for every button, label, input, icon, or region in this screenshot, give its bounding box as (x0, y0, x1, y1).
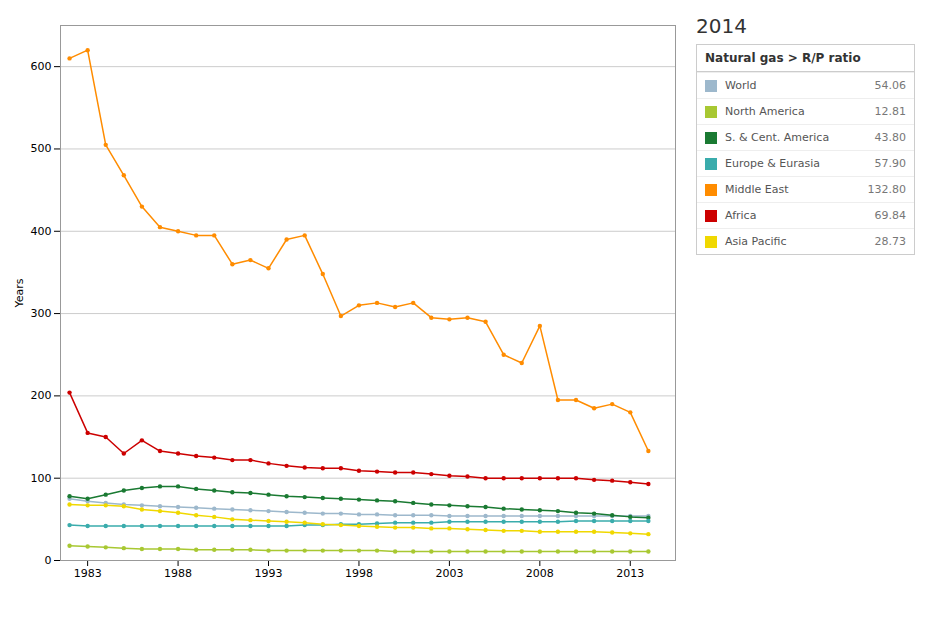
svg-text:500: 500 (31, 142, 52, 155)
svg-text:600: 600 (31, 60, 52, 73)
html-text:12.81: 12.81 (874, 105, 906, 118)
html-text:World: World (725, 79, 757, 92)
svg-text:2013: 2013 (616, 567, 644, 580)
svg-text:100: 100 (31, 472, 52, 485)
html-text:57.90: 57.90 (874, 157, 906, 170)
html-text:North America: North America (725, 105, 805, 118)
html-text:S. & Cent. America: S. & Cent. America (725, 131, 830, 144)
html-text:54.06: 54.06 (874, 79, 906, 92)
svg-text:2008: 2008 (526, 567, 554, 580)
html-text:43.80: 43.80 (874, 131, 906, 144)
svg-text:200: 200 (31, 389, 52, 402)
html-text:Middle East: Middle East (725, 183, 789, 196)
svg-text:1998: 1998 (345, 567, 373, 580)
html-text:Asia Pacific: Asia Pacific (725, 235, 787, 248)
html-text:132.80: 132.80 (867, 183, 906, 196)
html-text:Europe & Eurasia: Europe & Eurasia (725, 157, 820, 170)
svg-text:300: 300 (31, 307, 52, 320)
html-text:28.73: 28.73 (874, 235, 906, 248)
svg-text:1988: 1988 (164, 567, 192, 580)
html-text:2014: 2014 (696, 14, 747, 38)
svg-text:Years: Years (13, 278, 26, 308)
html-text:Africa: Africa (725, 209, 757, 222)
html-text:Natural gas > R/P ratio: Natural gas > R/P ratio (705, 51, 861, 65)
svg-text:0: 0 (45, 554, 52, 567)
html-text:69.84: 69.84 (874, 209, 906, 222)
svg-text:1983: 1983 (74, 567, 102, 580)
svg-text:1993: 1993 (255, 567, 283, 580)
svg-text:2003: 2003 (435, 567, 463, 580)
svg-text:400: 400 (31, 225, 52, 238)
